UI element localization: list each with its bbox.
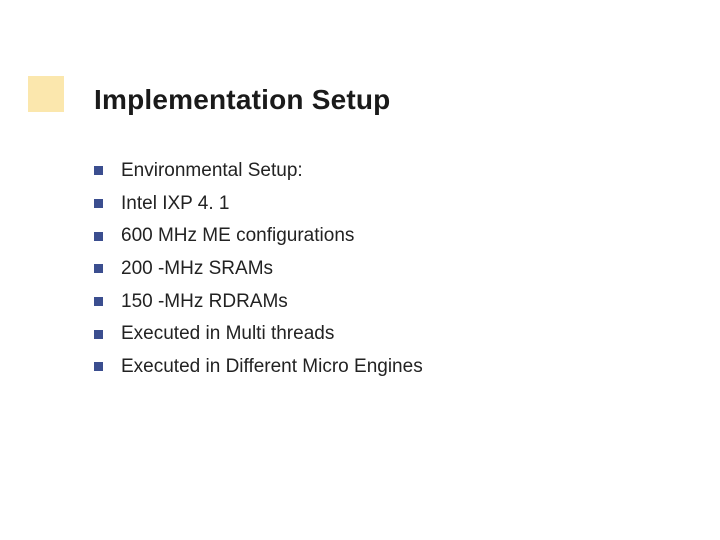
- slide: Implementation Setup Environmental Setup…: [0, 0, 720, 540]
- list-item: Executed in Different Micro Engines: [94, 354, 423, 380]
- list-item-text: Executed in Multi threads: [121, 321, 334, 347]
- list-item: 200 -MHz SRAMs: [94, 256, 423, 282]
- square-bullet-icon: [94, 264, 103, 273]
- list-item: Executed in Multi threads: [94, 321, 423, 347]
- list-item-text: Executed in Different Micro Engines: [121, 354, 423, 380]
- square-bullet-icon: [94, 330, 103, 339]
- list-item-text: 200 -MHz SRAMs: [121, 256, 273, 282]
- bullet-list: Environmental Setup: Intel IXP 4. 1 600 …: [94, 158, 423, 386]
- list-item: 600 MHz ME configurations: [94, 223, 423, 249]
- list-item: Intel IXP 4. 1: [94, 191, 423, 217]
- list-item-text: Intel IXP 4. 1: [121, 191, 229, 217]
- square-bullet-icon: [94, 297, 103, 306]
- list-item-text: Environmental Setup:: [121, 158, 303, 184]
- slide-title: Implementation Setup: [94, 84, 390, 116]
- list-item: 150 -MHz RDRAMs: [94, 289, 423, 315]
- list-item: Environmental Setup:: [94, 158, 423, 184]
- list-item-text: 150 -MHz RDRAMs: [121, 289, 288, 315]
- square-bullet-icon: [94, 362, 103, 371]
- square-bullet-icon: [94, 199, 103, 208]
- square-bullet-icon: [94, 232, 103, 241]
- accent-box: [28, 76, 64, 112]
- square-bullet-icon: [94, 166, 103, 175]
- list-item-text: 600 MHz ME configurations: [121, 223, 354, 249]
